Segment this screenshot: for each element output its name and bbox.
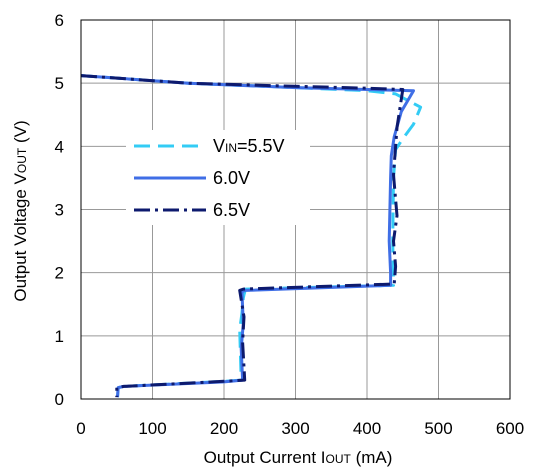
legend-label-6-0v-text: 6.0V — [213, 168, 250, 188]
x-tick-label: 0 — [76, 419, 85, 438]
x-tick-label: 200 — [210, 419, 238, 438]
legend-label-6-0v: 6.0V — [213, 168, 250, 188]
y-tick-label: 0 — [55, 390, 64, 409]
legend-label-vin-sub: IN — [225, 141, 237, 155]
legend-label-6-5v: 6.5V — [213, 200, 250, 220]
y-tick-label: 5 — [55, 74, 64, 93]
series-layer — [80, 74, 423, 398]
plot-frame — [80, 19, 511, 400]
x-axis-label: Output Current IOUT (mA) — [204, 448, 393, 467]
x-tick-label: 400 — [353, 419, 381, 438]
y-tick-label: 4 — [55, 137, 64, 156]
x-axis-label-sub: OUT — [326, 452, 352, 466]
y-tick-label: 2 — [55, 264, 64, 283]
y-axis-label-unit: (V) — [11, 120, 30, 147]
y-tick-label: 3 — [55, 201, 64, 220]
y-tick-label: 6 — [55, 11, 64, 30]
x-tick-label: 100 — [138, 419, 166, 438]
legend-label-vin-5-5v: VIN=5.5V — [213, 136, 285, 156]
x-tick-label: 500 — [424, 419, 452, 438]
series-line-2 — [80, 74, 405, 398]
x-axis-label-unit: (mA) — [351, 448, 393, 467]
legend-label-6-5v-text: 6.5V — [213, 200, 250, 220]
x-tick-label: 300 — [281, 419, 309, 438]
x-tick-label: 600 — [496, 419, 524, 438]
legend: VIN=5.5V 6.0V 6.5V — [126, 130, 310, 225]
y-axis-label: Output Voltage VOUT (V) — [11, 120, 30, 301]
legend-label-vin-prefix: V — [213, 136, 225, 156]
legend-label-vin-suffix: =5.5V — [237, 136, 285, 156]
tick-labels: 0 100 200 300 400 500 600 0 1 2 3 4 5 6 — [55, 11, 525, 438]
y-axis-label-sub: OUT — [15, 147, 29, 173]
y-axis-label-main: Output Voltage V — [11, 172, 30, 301]
x-axis-label-main: Output Current I — [204, 448, 326, 467]
y-tick-label: 1 — [55, 327, 64, 346]
